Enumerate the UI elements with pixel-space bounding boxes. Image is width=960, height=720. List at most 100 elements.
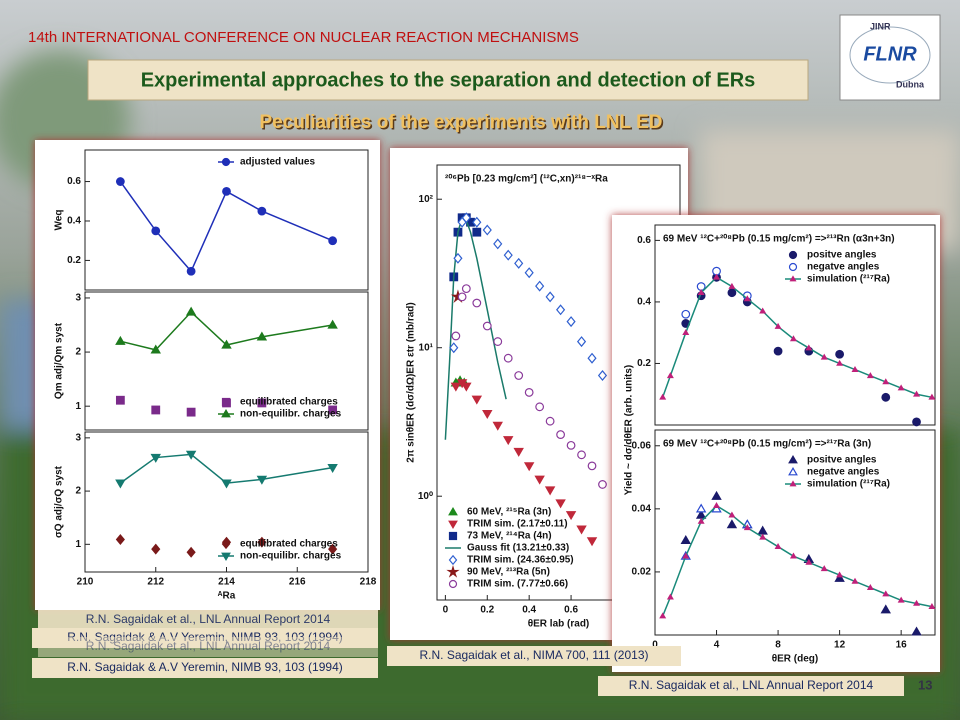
marker — [461, 382, 472, 392]
marker — [448, 579, 458, 589]
marker — [448, 531, 458, 541]
x-tick-label: 212 — [147, 577, 164, 588]
marker — [805, 558, 813, 565]
marker — [897, 384, 905, 391]
y-tick-label: 10⁰ — [418, 491, 433, 502]
y-tick-label: 2 — [75, 347, 81, 358]
marker — [450, 382, 462, 392]
title: Experimental approaches to the separatio… — [141, 69, 756, 91]
marker — [535, 402, 545, 412]
marker — [728, 511, 736, 518]
marker — [788, 454, 798, 464]
marker — [503, 249, 513, 261]
panel-left: 0.2 0.4 0.6 Weq adjusted values 1 2 3 Qm adj/Qm … — [35, 140, 380, 610]
marker — [449, 342, 459, 354]
marker — [461, 284, 471, 294]
marker — [789, 275, 797, 282]
legend-label: Gauss fit (13.21±0.33) — [467, 543, 569, 554]
series-line — [119, 181, 333, 273]
marker — [913, 390, 921, 397]
marker — [659, 393, 667, 400]
marker — [545, 291, 555, 303]
marker — [151, 543, 161, 555]
marker — [759, 533, 767, 540]
marker — [555, 499, 566, 509]
x-tick-label: 0.4 — [522, 605, 536, 616]
reference-box — [32, 658, 378, 678]
y-tick-label: 0.4 — [637, 297, 651, 308]
marker — [834, 572, 845, 582]
marker — [774, 322, 782, 329]
marker — [328, 236, 338, 246]
marker — [713, 502, 721, 509]
marker — [472, 216, 482, 228]
reference: R.N. Sagaidak et al., LNL Annual Report … — [629, 678, 874, 692]
y-axis-label: 2π sinθER (dσ/dΩ)ER εtr (mb/rad) — [406, 302, 417, 462]
marker — [789, 480, 797, 487]
marker — [880, 604, 891, 614]
y-axis-label: σQ adj/σQ syst — [54, 465, 65, 538]
marker — [597, 369, 608, 381]
legend-label: positve angles — [807, 455, 877, 466]
marker — [697, 517, 705, 524]
references: R.N. Sagaidak et al., LNL Annual Report … — [32, 610, 904, 696]
marker — [186, 546, 196, 558]
marker — [587, 461, 597, 471]
x-tick-label: 214 — [218, 577, 235, 588]
logo-bottom: Dubna — [896, 79, 925, 89]
y-axis-label: Weq — [54, 210, 65, 231]
marker — [221, 408, 231, 418]
plot-frame — [84, 291, 369, 431]
marker — [448, 506, 458, 516]
marker — [115, 177, 125, 186]
marker — [851, 365, 859, 372]
x-axis-label: ᴬRa — [218, 591, 236, 602]
marker — [820, 353, 828, 360]
marker — [743, 524, 751, 531]
marker — [457, 292, 467, 302]
legend-label: TRIM sim. (24.36±0.95) — [467, 555, 574, 566]
x-tick-label: 16 — [896, 640, 908, 651]
marker — [446, 564, 460, 578]
marker — [221, 157, 231, 167]
marker — [566, 316, 576, 328]
y-axis-label: Qm adj/Qm syst — [54, 322, 65, 399]
marker — [544, 486, 556, 496]
marker — [471, 395, 483, 405]
marker — [882, 378, 890, 385]
marker — [115, 335, 126, 345]
marker — [928, 393, 936, 400]
x-tick-label: 0.6 — [564, 605, 578, 616]
marker — [115, 479, 126, 489]
marker — [726, 519, 738, 529]
reference: R.N. Sagaidak & A.V Yeremin, NIMB 93, 10… — [67, 660, 342, 674]
marker — [221, 397, 231, 407]
x-axis-label: θER (deg) — [772, 654, 819, 665]
marker — [523, 462, 535, 472]
legend-label: negatve angles — [807, 262, 880, 273]
marker — [789, 335, 797, 342]
marker — [897, 596, 905, 603]
marker — [598, 480, 607, 489]
marker — [514, 371, 524, 380]
marker — [882, 590, 890, 597]
marker — [482, 321, 492, 331]
marker — [328, 405, 338, 415]
plot-title: ²⁰⁶Pb [0.23 mg/cm²] (¹²C,xn)²¹⁸⁻ˣRa — [445, 174, 608, 185]
marker — [565, 511, 577, 521]
reference: R.N. Sagaidak et al., LNL Annual Report … — [86, 612, 331, 626]
subtitle-shadow: Peculiarities of the experiments with LN… — [261, 114, 664, 135]
marker — [545, 416, 555, 426]
reference: R.N. Sagaidak et al., LNL Annual Report … — [86, 639, 331, 653]
marker — [788, 250, 798, 260]
panel-right: 0.2 0.4 0.6 69 MeV ¹²C+²⁰⁸Pb (0.15 mg/cm²) … — [612, 215, 940, 672]
marker — [773, 346, 783, 356]
marker — [461, 212, 471, 224]
marker — [928, 602, 936, 609]
marker — [482, 224, 492, 236]
conference: 14th INTERNATIONAL CONFERENCE ON NUCLEAR… — [28, 29, 579, 46]
reference: R.N. Sagaidak et al., NIMA 700, 111 (201… — [419, 648, 648, 662]
marker — [115, 395, 125, 405]
x-tick-label: 0 — [443, 605, 449, 616]
